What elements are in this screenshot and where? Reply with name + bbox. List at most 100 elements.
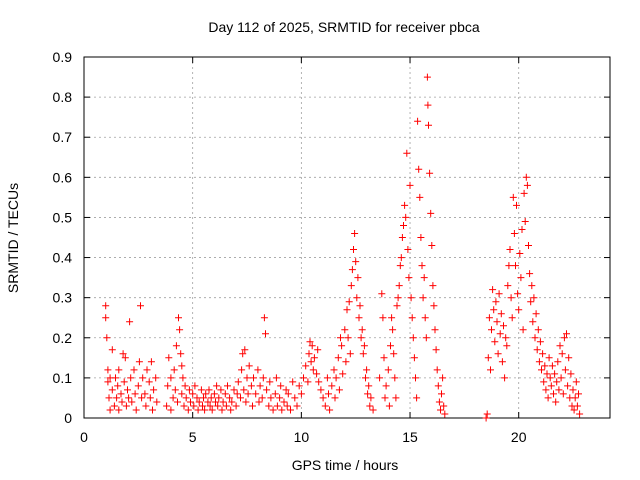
data-point: [501, 374, 509, 382]
data-point: [147, 358, 155, 366]
data-point: [390, 350, 398, 358]
data-point: [190, 402, 198, 410]
data-point: [433, 366, 441, 374]
data-point: [541, 362, 549, 370]
data-point: [212, 398, 219, 406]
data-point: [575, 390, 582, 398]
data-point: [110, 402, 118, 410]
data-point: [205, 386, 213, 394]
data-point: [167, 374, 175, 382]
data-point: [512, 262, 519, 270]
data-point: [358, 326, 366, 334]
data-point: [526, 270, 534, 278]
x-tick-labels: 0 5 10 15 20: [80, 429, 527, 445]
data-point: [516, 250, 524, 257]
data-point: [435, 398, 443, 406]
data-point: [215, 394, 223, 402]
data-point: [396, 262, 404, 270]
data-point: [423, 73, 431, 81]
data-point: [252, 390, 260, 398]
data-point: [118, 398, 126, 406]
data-point: [337, 334, 344, 342]
data-point: [495, 290, 503, 298]
data-point: [393, 302, 401, 310]
data-point: [131, 390, 139, 398]
data-point: [247, 382, 255, 390]
data-point: [528, 282, 536, 290]
data-point: [167, 406, 175, 414]
data-point: [335, 386, 343, 394]
data-point: [272, 374, 280, 382]
data-point: [228, 398, 236, 406]
data-point: [135, 358, 143, 366]
data-point: [492, 298, 500, 306]
data-point: [308, 342, 316, 350]
data-point: [328, 382, 336, 390]
data-point: [402, 213, 410, 221]
data-point: [388, 314, 396, 322]
data-point: [289, 378, 297, 386]
data-point: [276, 394, 284, 402]
data-point: [488, 326, 495, 334]
data-point: [108, 386, 116, 394]
data-point: [548, 362, 556, 370]
data-point: [137, 302, 144, 310]
data-point: [395, 282, 403, 290]
data-point: [302, 362, 310, 370]
data-point: [430, 302, 438, 310]
data-point: [573, 402, 581, 410]
data-point: [339, 370, 347, 378]
data-point: [271, 390, 279, 398]
data-point: [126, 318, 134, 326]
data-point: [345, 298, 353, 306]
data-point: [491, 338, 499, 346]
data-point: [521, 218, 529, 225]
data-point: [520, 189, 528, 197]
data-point: [414, 117, 422, 125]
data-point: [392, 394, 400, 402]
data-point: [300, 374, 307, 382]
data-point: [245, 362, 253, 370]
data-point: [554, 358, 562, 366]
data-point: [199, 402, 206, 410]
data-point: [558, 350, 566, 358]
data-point: [143, 366, 151, 374]
data-point: [206, 402, 214, 410]
data-point: [421, 314, 429, 322]
data-point: [202, 390, 210, 398]
data-point: [425, 121, 432, 129]
plot-frame: [83, 56, 611, 419]
data-point: [509, 193, 517, 201]
data-point: [352, 258, 360, 266]
data-point: [238, 366, 246, 374]
data-point: [365, 382, 373, 390]
data-point: [127, 374, 135, 382]
data-point: [547, 382, 555, 390]
data-point: [415, 165, 423, 173]
data-point: [120, 378, 128, 386]
data-point: [552, 398, 560, 406]
data-point: [553, 378, 561, 386]
data-point: [165, 354, 173, 362]
data-point: [207, 394, 215, 402]
y-tick-label: 0: [64, 410, 72, 426]
data-point: [347, 282, 355, 290]
data-point: [102, 302, 110, 310]
data-point: [187, 398, 194, 406]
data-point: [342, 358, 350, 366]
data-point: [130, 366, 138, 374]
data-point: [517, 274, 525, 282]
data-point: [506, 246, 514, 253]
data-point: [561, 366, 569, 374]
data-point: [540, 378, 548, 386]
data-point: [208, 406, 216, 414]
data-point: [250, 374, 257, 382]
data-point: [242, 398, 250, 406]
data-point: [305, 350, 313, 358]
data-point: [363, 366, 371, 374]
data-point: [341, 326, 349, 334]
data-point: [141, 390, 149, 398]
data-point: [533, 346, 541, 354]
data-point: [241, 346, 249, 354]
data-point: [359, 350, 367, 358]
